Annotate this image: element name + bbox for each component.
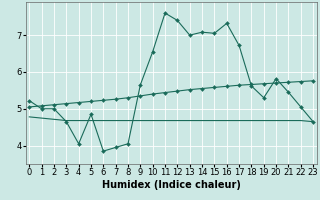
X-axis label: Humidex (Indice chaleur): Humidex (Indice chaleur) [102, 180, 241, 190]
